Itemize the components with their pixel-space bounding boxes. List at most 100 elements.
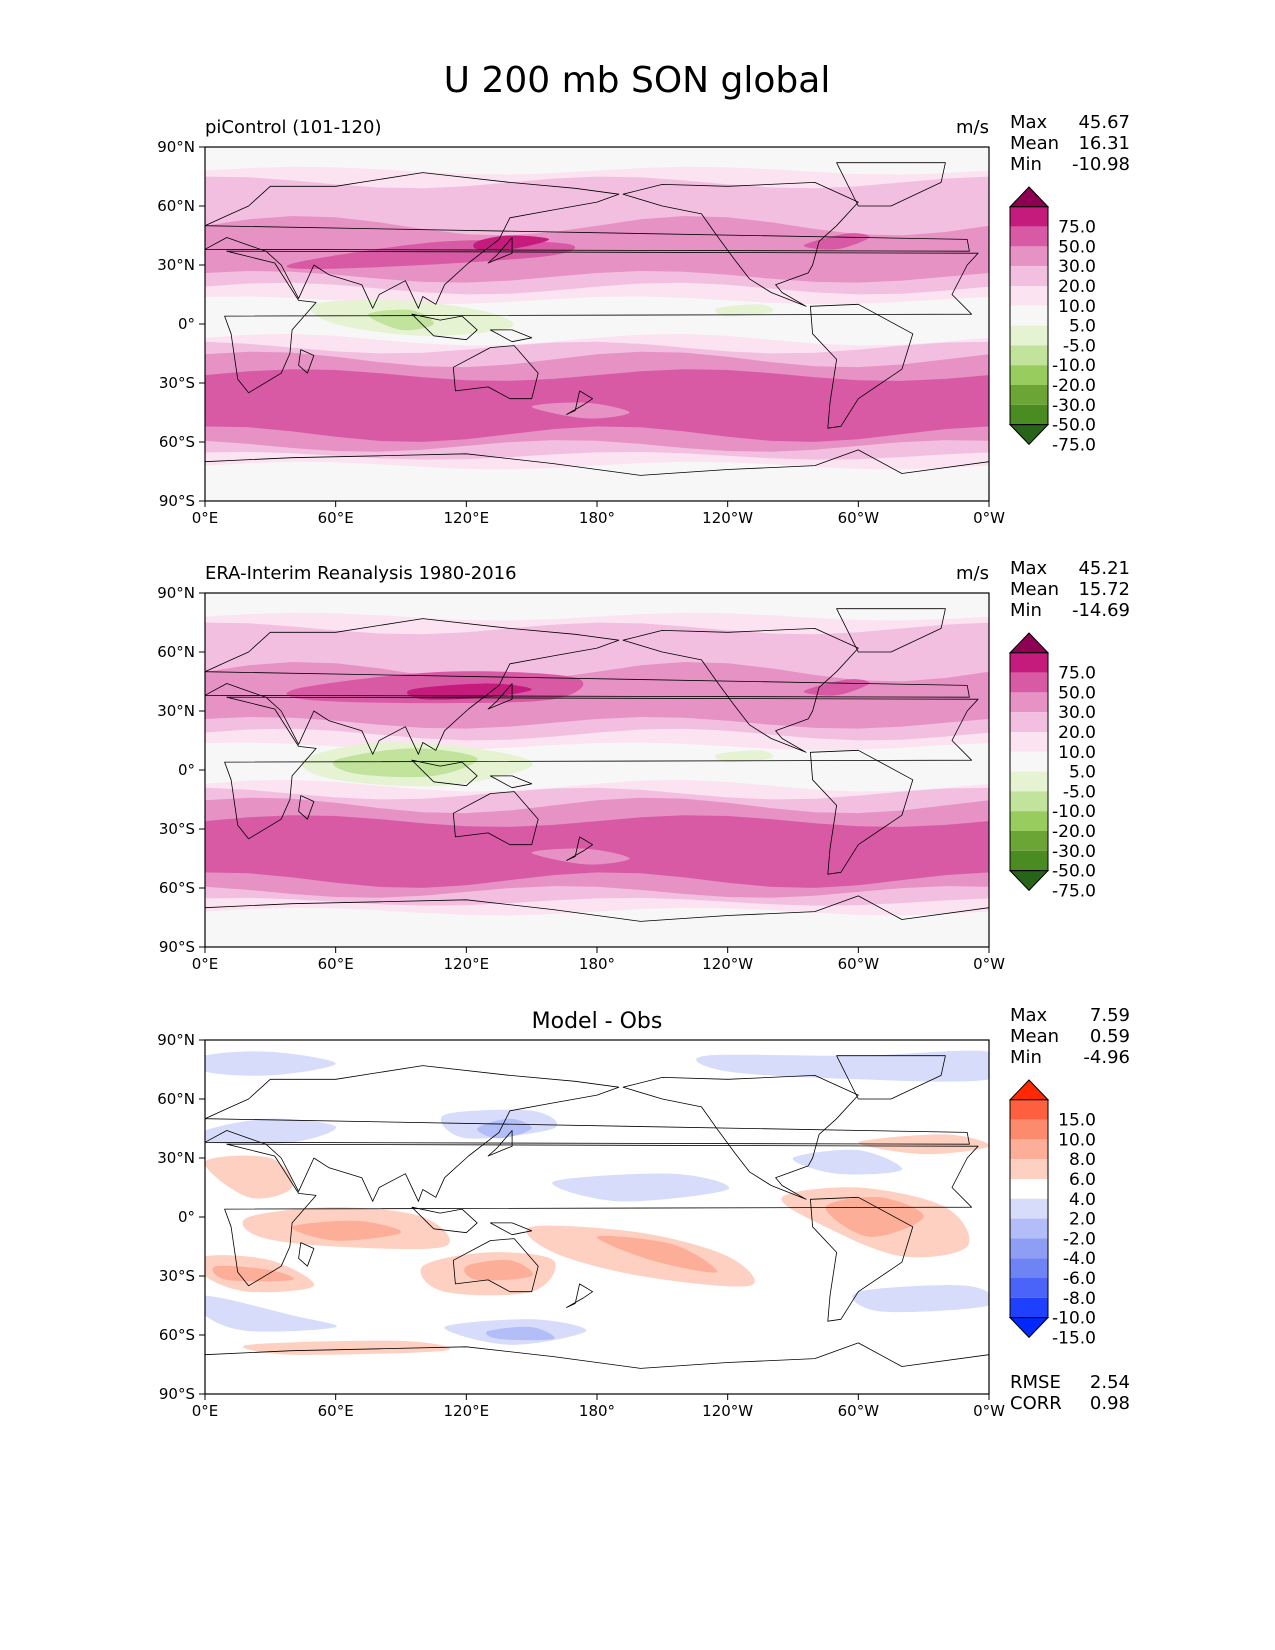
colorbar-cell <box>1010 246 1048 267</box>
lat-tick-label: 30°N <box>157 702 195 720</box>
colorbar-cell <box>1010 1159 1048 1179</box>
colorbar-frame <box>1009 1099 1049 1319</box>
colorbar-cell <box>1010 831 1048 851</box>
colorbar-label: 5.0 <box>1069 763 1096 783</box>
map-panel-3: 90°N 60°N 30°N 0° 30°S 60°S 90°S0°E 60°E 120°E 18… <box>157 1005 1130 1420</box>
colorbar-label: -30.0 <box>1052 396 1096 416</box>
lon-tick-label: 60°W <box>838 509 880 527</box>
colorbar-label: 50.0 <box>1058 683 1096 703</box>
panel-units: m/s <box>956 117 989 138</box>
contour-neg10 <box>368 309 434 331</box>
colorbar-cell <box>1010 325 1048 346</box>
stat-value: 7.59 <box>1090 1005 1130 1026</box>
colorbar-cell <box>1010 1278 1048 1298</box>
map-panel-1: 90°N 60°N 30°N 0° 30°S 60°S 90°S0°E 60°E 120°E 18… <box>157 112 1130 527</box>
colorbar-cell <box>1010 365 1048 385</box>
coastline <box>810 749 914 875</box>
coastline <box>411 1206 478 1234</box>
colorbar-cell <box>1010 404 1048 425</box>
lat-tick-label: 30°S <box>159 1267 195 1285</box>
figure-title: U 200 mb SON global <box>444 60 831 101</box>
colorbar-cell <box>1010 345 1048 366</box>
colorbar-cell <box>1010 732 1048 752</box>
coastline <box>205 172 970 309</box>
field-layer <box>205 1040 989 1394</box>
stat-value: 0.98 <box>1090 1393 1130 1414</box>
colorbar-frame <box>1009 652 1049 872</box>
lat-tick-label: 60°N <box>157 643 195 661</box>
contour-neg10 <box>332 748 478 778</box>
diff-contour <box>696 1050 989 1082</box>
colorbar-cell <box>1010 791 1048 812</box>
colorbar-cell <box>1010 1139 1048 1160</box>
diff-contour <box>552 1173 730 1202</box>
lat-tick-label: 0° <box>178 315 195 333</box>
colorbar-cell <box>1010 1099 1048 1120</box>
colorbar-label: -5.0 <box>1063 336 1096 356</box>
lat-tick-label: 60°S <box>159 1326 195 1344</box>
colorbar-label: -30.0 <box>1052 842 1096 862</box>
colorbar-label: -15.0 <box>1052 1328 1096 1348</box>
colorbar-label: -8.0 <box>1063 1289 1096 1309</box>
stat-value: 15.72 <box>1078 579 1130 600</box>
colorbar-label: 75.0 <box>1058 218 1096 238</box>
lat-tick-label: 90°S <box>159 938 195 956</box>
colorbar-cell <box>1010 1198 1048 1219</box>
colorbar-extend-max <box>1008 632 1050 654</box>
colorbar-extend-min <box>1008 870 1050 892</box>
coastline <box>566 836 593 861</box>
lon-tick-label: 120°W <box>702 955 753 973</box>
colorbar-label: -6.0 <box>1063 1269 1096 1289</box>
diff-contour <box>792 1149 903 1175</box>
lat-tick-label: 60°N <box>157 1090 195 1108</box>
colorbar-cell <box>1010 1297 1048 1318</box>
coastline <box>298 795 315 820</box>
colorbar-cell <box>1010 305 1048 326</box>
coastline <box>489 775 533 789</box>
colorbar-label: 4.0 <box>1069 1190 1096 1210</box>
lon-tick-label: 0°E <box>192 955 219 973</box>
lon-tick-label: 60°E <box>318 1402 354 1420</box>
diff-contour <box>825 1196 924 1237</box>
colorbar-label: -75.0 <box>1052 881 1096 901</box>
colorbar-cell <box>1010 1238 1048 1259</box>
diff-contour <box>205 1118 336 1144</box>
contour-50 <box>473 235 550 251</box>
lat-tick-label: 90°N <box>157 138 195 156</box>
stat-value: -10.98 <box>1072 154 1130 175</box>
colorbar-cell <box>1010 1179 1048 1199</box>
coastline <box>489 1222 533 1236</box>
lon-tick-label: 120°W <box>702 1402 753 1420</box>
lat-tick-label: 90°S <box>159 492 195 510</box>
lat-tick-label: 90°N <box>157 1031 195 1049</box>
colorbar-label: 10.0 <box>1058 1130 1096 1150</box>
diff-contour <box>205 1051 336 1076</box>
colorbar-cell <box>1010 652 1048 673</box>
coastline <box>566 1283 593 1308</box>
coastline <box>224 696 979 840</box>
coastline <box>205 895 989 947</box>
coastline <box>622 182 859 307</box>
coastline <box>298 1242 315 1267</box>
diff-contour <box>291 1220 402 1241</box>
lat-tick-label: 30°N <box>157 1149 195 1167</box>
colorbar-cell <box>1010 850 1048 871</box>
colorbar-label: 10.0 <box>1058 743 1096 763</box>
coastline <box>205 618 970 755</box>
stat-value: 16.31 <box>1078 133 1130 154</box>
colorbar-label: -10.0 <box>1052 1309 1096 1329</box>
colorbar-cell <box>1010 266 1048 286</box>
coastline <box>836 608 946 653</box>
colorbar-frame <box>1009 206 1049 426</box>
colorbar-label: -50.0 <box>1052 416 1096 436</box>
panel-title: piControl (101-120) <box>205 117 381 138</box>
lat-tick-label: 90°S <box>159 1385 195 1403</box>
colorbar-label: 75.0 <box>1058 664 1096 684</box>
colorbar-cell <box>1010 1218 1048 1239</box>
colorbar-label: -10.0 <box>1052 802 1096 822</box>
lon-tick-label: 120°E <box>444 509 490 527</box>
lat-tick-label: 30°S <box>159 374 195 392</box>
lat-tick-label: 0° <box>178 761 195 779</box>
colorbar-label: -5.0 <box>1063 782 1096 802</box>
